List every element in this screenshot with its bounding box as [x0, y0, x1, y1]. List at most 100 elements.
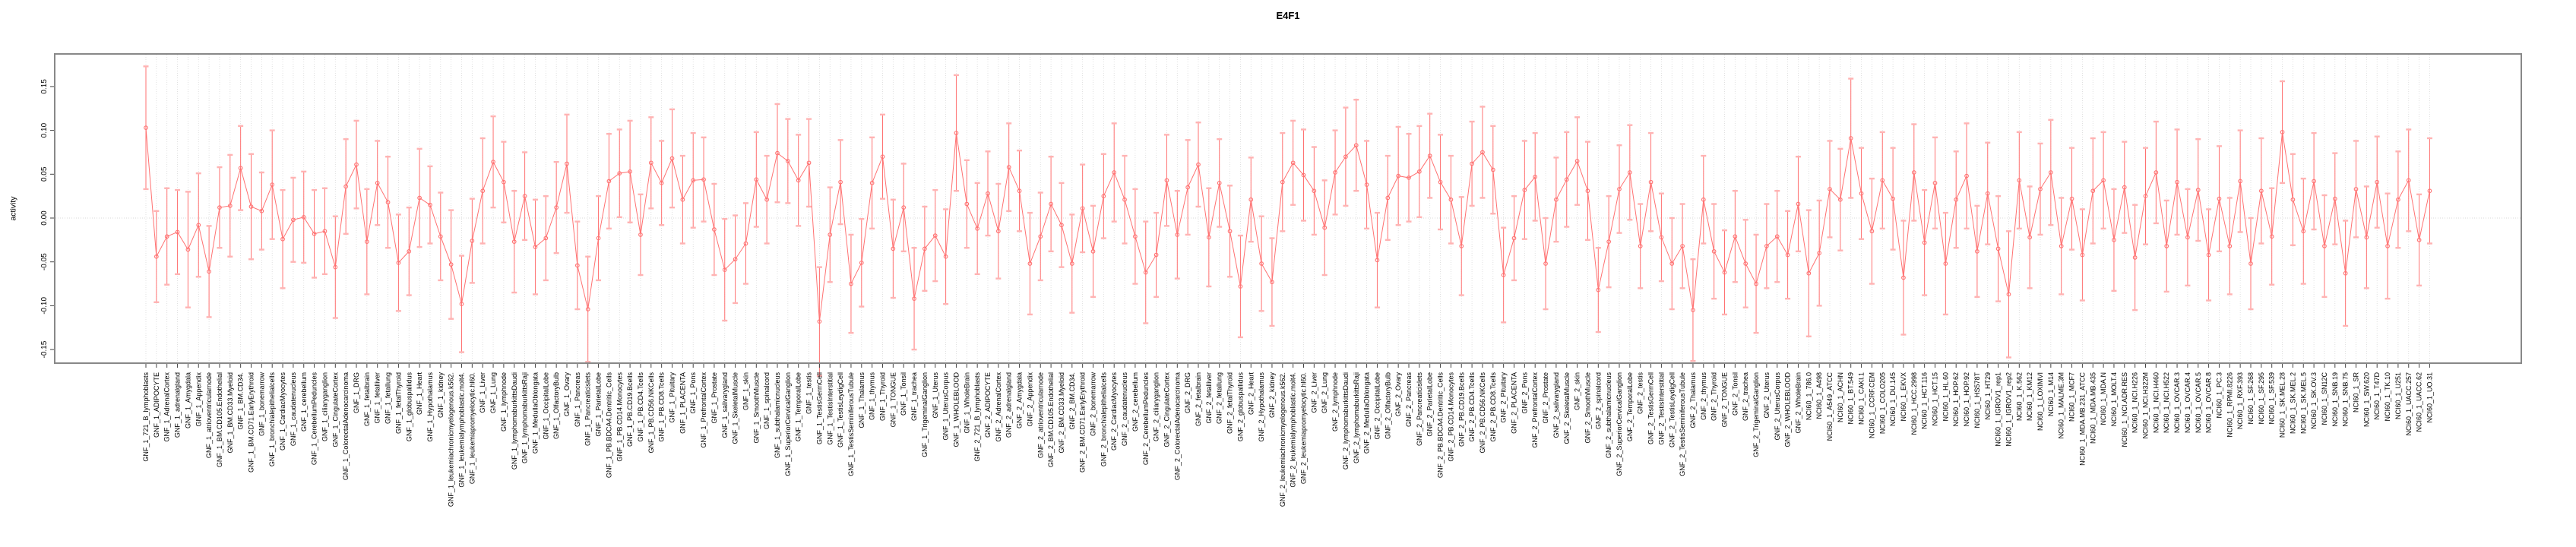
- data-point: [2038, 187, 2043, 191]
- x-tick-label: NCI60_1_NCI.ADR.RES: [2121, 372, 2128, 447]
- x-tick-label: NCI60_1_HCT.15: [1932, 372, 1939, 426]
- data-point: [2406, 178, 2411, 183]
- data-point: [1922, 240, 1927, 245]
- data-point: [385, 200, 391, 205]
- x-tick-label: NCI60_1_SR: [2353, 372, 2360, 413]
- x-tick-label: NCI60_1_NCI.H522: [2163, 372, 2170, 433]
- x-tick-label: GNF_1_CingulateCortex: [331, 372, 339, 447]
- x-tick-label: GNF_2_Liver: [1310, 372, 1318, 413]
- data-point: [333, 264, 338, 270]
- x-tick-label: GNF_1_WholeBrain: [963, 372, 970, 434]
- data-point: [354, 162, 359, 167]
- x-tick-label: NCI60_1_SK.MEL.28: [2279, 372, 2286, 438]
- data-point: [574, 263, 580, 268]
- x-tick-label: GNF_1_Thyroid: [879, 372, 887, 421]
- x-tick-label: GNF_1_globuspallidus: [405, 372, 413, 442]
- x-axis-labels: GNF_1_721_B_lymphoblasts GNF_1_ADIPOCYTE G…: [142, 372, 2433, 507]
- x-tick-label: GNF_2_lymphomaburkittsRaji: [1353, 372, 1360, 463]
- x-tick-label: GNF_1_Thalamus: [858, 372, 866, 428]
- x-tick-label: GNF_2_Thalamus: [1689, 372, 1697, 428]
- data-point: [1774, 234, 1780, 239]
- x-tick-label: GNF_2_caudatenucleus: [1121, 372, 1128, 447]
- data-point: [1659, 235, 1664, 240]
- y-tick-label: 0.05: [40, 166, 49, 182]
- x-tick-label: GNF_2_fetalbrain: [1195, 372, 1202, 426]
- x-tick-label: GNF_1_BM.CD105.Endothelial: [216, 372, 223, 467]
- x-tick-label: NCI60_1_HT29: [1984, 372, 1992, 420]
- x-tick-label: GNF_1_BM.CD34.: [237, 372, 245, 430]
- data-point: [691, 178, 696, 183]
- data-point: [343, 184, 349, 189]
- x-tick-label: GNF_1_bonemarrow: [258, 372, 265, 437]
- data-point: [448, 262, 454, 267]
- data-point: [511, 239, 517, 245]
- data-point: [1901, 275, 1906, 280]
- data-point: [1196, 162, 1201, 167]
- data-point: [2238, 179, 2242, 184]
- x-tick-label: GNF_2_Heart: [1247, 372, 1255, 416]
- data-point: [1448, 197, 1454, 202]
- data-point: [680, 197, 685, 202]
- data-point: [995, 229, 1001, 234]
- x-tick-label: GNF_2_MedullaOblongata: [1363, 372, 1371, 454]
- x-tick-label: GNF_1_Tonsil: [900, 372, 907, 416]
- data-point: [1122, 197, 1127, 202]
- data-point: [2269, 234, 2274, 239]
- data-point: [1290, 160, 1296, 166]
- x-tick-label: GNF_2_CardiacMyocytes: [1110, 372, 1118, 451]
- data-point: [1817, 251, 1821, 256]
- x-tick-label: NCI60_1_DU.145: [1889, 372, 1897, 426]
- x-tick-label: NCI60_1_NCI.H226: [2131, 372, 2139, 433]
- data-point: [291, 217, 296, 223]
- data-point: [1648, 179, 1654, 185]
- x-tick-label: GNF_1_thymus: [869, 372, 876, 421]
- x-tick-label: GNF_1_ParietalLobe: [595, 372, 603, 437]
- x-tick-label: NCI60_1_CAKI.1: [1858, 372, 1866, 425]
- data-point: [1480, 150, 1485, 155]
- x-tick-label: GNF_2_TestisInterstitial: [1657, 372, 1665, 445]
- data-point: [986, 191, 990, 196]
- x-tick-label: GNF_1_testis: [805, 372, 813, 415]
- data-point: [1438, 179, 1443, 185]
- x-tick-label: GNF_2_leukemialymphoblastic.molt4.: [1290, 372, 1297, 488]
- data-point: [248, 204, 254, 209]
- x-tick-label: GNF_2_PLACENTA: [1511, 372, 1518, 434]
- data-point: [1069, 261, 1074, 266]
- data-point: [1049, 201, 1053, 207]
- x-tick-label: GNF_2_PB.CD19.Bcells: [1457, 372, 1465, 447]
- x-tick-label: NCI60_1_SK.MEL.2: [2289, 372, 2296, 434]
- data-point: [1112, 170, 1117, 175]
- data-point: [638, 232, 643, 237]
- data-point: [207, 269, 211, 274]
- data-point: [733, 257, 738, 262]
- x-tick-label: GNF_2_Pons: [1521, 372, 1528, 414]
- data-point: [470, 239, 475, 243]
- x-tick-label: NCI60_1_A549_ATCC: [1826, 372, 1834, 441]
- y-tick-label: -0.05: [40, 253, 49, 270]
- x-tick-label: GNF_2_kidney: [1268, 372, 1276, 419]
- x-tick-label: GNF_2_thymus: [1700, 372, 1707, 421]
- x-tick-label: NCI60_1_HS578T: [1973, 372, 1981, 428]
- data-point: [1606, 239, 1611, 245]
- x-tick-label: GNF_1_PB.CD4.Tcells: [637, 372, 644, 442]
- data-point: [2185, 235, 2190, 240]
- data-point: [2248, 261, 2253, 266]
- data-point: [859, 261, 864, 265]
- x-tick-label: NCI60_1_SNB.75: [2342, 372, 2350, 427]
- y-axis-labels: 0.15 0.10 0.05 0.00 -0.05 -0.10 -0.15: [40, 79, 49, 359]
- data-point: [1090, 249, 1096, 254]
- x-tick-label: GNF_1_fetalThyroid: [394, 372, 402, 434]
- x-tick-label: GNF_2_PB.BDCA4.Dentritic_Cells: [1437, 372, 1445, 479]
- x-tick-label: GNF_2_ADIPOCYTE: [984, 372, 992, 438]
- x-tick-label: GNF_1_Appendix: [195, 372, 202, 427]
- x-tick-label: NCI60_1_KM12: [2026, 372, 2033, 421]
- data-point: [1754, 281, 1758, 286]
- data-point: [1722, 270, 1727, 275]
- data-point: [1838, 197, 1843, 202]
- data-point: [1859, 191, 1864, 196]
- data-point: [1501, 273, 1506, 277]
- data-point: [196, 223, 201, 228]
- x-tick-label: GNF_2_WHOLEBLOOD: [1784, 372, 1792, 447]
- data-point: [585, 307, 590, 311]
